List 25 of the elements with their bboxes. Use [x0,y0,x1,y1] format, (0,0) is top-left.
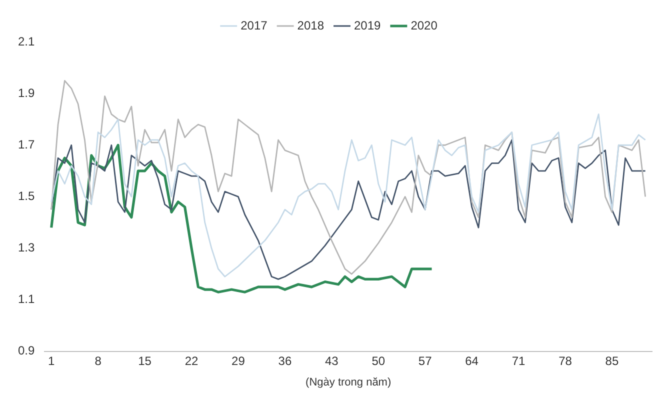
y-tick-label: 1.5 [18,189,35,204]
x-tick-label: 15 [138,354,152,368]
y-tick-label: 1.3 [18,240,35,255]
x-tick-label: 8 [94,354,102,368]
x-tick-label: 1 [48,354,56,368]
x-tick-label: 29 [232,354,246,368]
y-tick-label: 1.9 [18,86,35,100]
legend-label: 2017 [240,18,268,32]
y-tick-label: 1.7 [18,137,35,152]
x-tick-label: 78 [558,354,572,368]
y-tick-label: 0.9 [18,344,35,358]
x-tick-label: 71 [512,354,526,368]
x-axis-title: (Ngày trong năm) [306,376,392,388]
x-tick-label: 85 [605,354,619,368]
legend-label: 2019 [354,18,382,32]
y-tick-label: 1.1 [18,292,35,306]
legend-label: 2018 [297,18,324,32]
x-tick-label: 64 [465,354,479,368]
legend-label: 2020 [410,18,438,32]
y-tick-label: 2.1 [18,34,35,48]
x-tick-label: 57 [418,354,432,368]
x-tick-label: 50 [372,354,386,368]
x-tick-label: 22 [184,354,198,368]
x-tick-label: 36 [278,354,292,368]
x-tick-label: 43 [324,354,339,368]
